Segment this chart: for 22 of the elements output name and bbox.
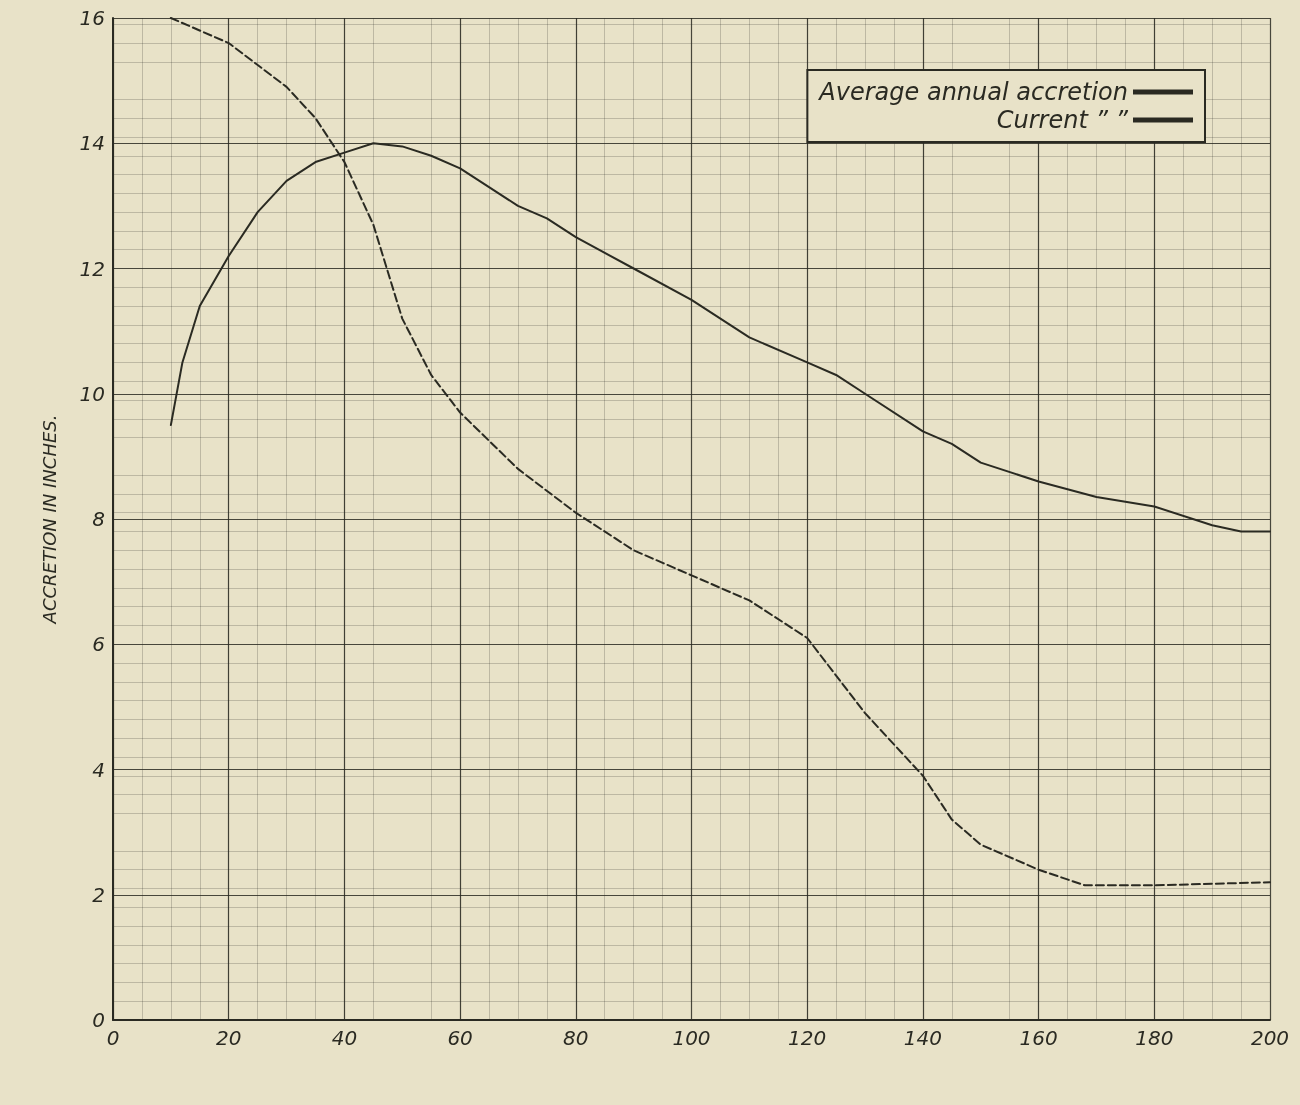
x-tick-label: 80 [563, 1026, 589, 1050]
y-tick-label: 12 [79, 256, 105, 281]
x-tick-label: 140 [903, 1026, 942, 1050]
x-tick-label: 120 [788, 1026, 827, 1050]
x-tick-label: 60 [447, 1026, 473, 1050]
x-tick-label: 20 [215, 1026, 242, 1050]
y-tick-label: 16 [79, 6, 105, 30]
y-tick-label: 4 [92, 757, 105, 782]
x-tick-label: 100 [672, 1026, 711, 1050]
x-tick-label: 180 [1135, 1026, 1174, 1050]
y-tick-label: 0 [92, 1008, 105, 1032]
legend-label: Average annual accretion [817, 78, 1128, 106]
y-tick-label: 10 [79, 381, 105, 406]
y-tick-label: 6 [92, 632, 105, 657]
y-tick-label: 8 [92, 507, 105, 531]
x-tick-label: 160 [1019, 1026, 1058, 1050]
x-tick-label: 200 [1250, 1026, 1290, 1050]
y-tick-label: 2 [92, 882, 105, 907]
x-tick-label: 40 [331, 1026, 358, 1050]
y-axis-title: ACCRETION IN INCHES. [38, 414, 60, 625]
y-tick-label: 14 [79, 131, 105, 156]
legend-label: Current ” ” [996, 106, 1129, 134]
